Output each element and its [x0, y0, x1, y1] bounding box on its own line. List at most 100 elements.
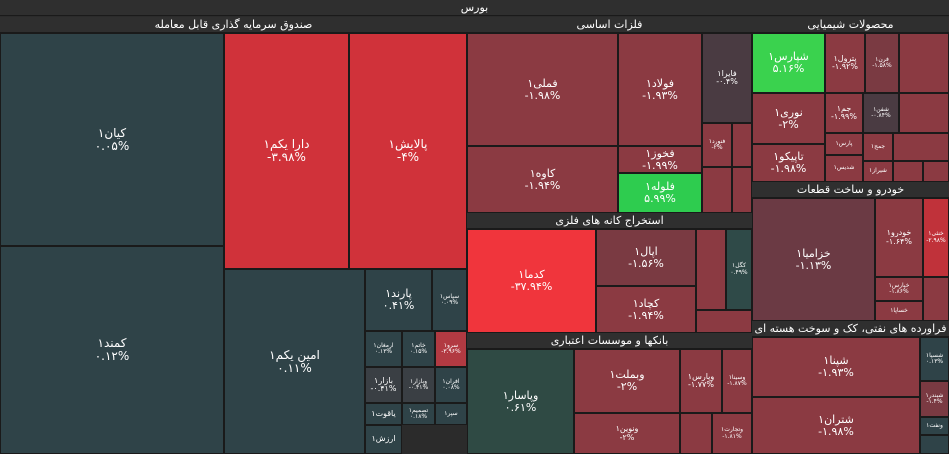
treemap-tile[interactable]: فنورد۱ -۲% [702, 123, 732, 167]
treemap-tile[interactable]: ارزش۱ [365, 425, 402, 454]
tile-symbol: امین یکم۱ [269, 347, 320, 362]
treemap-tile[interactable] [920, 435, 949, 454]
treemap-tile[interactable]: تصمیم۱ ۰.۱۸% [402, 403, 435, 425]
tile-change: ۰.۴۹% [730, 268, 748, 276]
tile-change: -۱.۷۷% [688, 380, 714, 389]
tile-change: ۰.۶۱% [504, 400, 537, 414]
treemap-tile[interactable]: وبملت۱ -۲% [574, 349, 680, 413]
treemap-tile[interactable]: امین یکم۱ ۰.۱۱% [224, 269, 365, 454]
treemap-tile[interactable]: ونفت۱ [920, 417, 949, 435]
treemap-tile[interactable]: فرن۱ -۱.۵۸% [865, 33, 899, 93]
treemap-tile[interactable]: یاقوت۱ [365, 403, 402, 425]
treemap-tile[interactable]: بازار۱ -۰.۴۱% [365, 367, 402, 403]
treemap-tile[interactable] [732, 167, 752, 213]
treemap-tile[interactable]: شدیس۱ [825, 155, 863, 182]
treemap-tile[interactable]: سپاس۱ ۰.۰۹% [432, 269, 467, 331]
treemap-tile[interactable]: خزامیا۱ -۱.۱۳% [752, 198, 875, 321]
treemap-tile[interactable]: جمج۱ [863, 133, 893, 161]
tile-symbol: شپارس۱ [768, 50, 809, 64]
treemap-tile[interactable]: خاتم۱ ۰.۱۵% [402, 331, 435, 367]
treemap-tile[interactable]: افران۱ ۰.۰۸% [435, 367, 467, 403]
tile-symbol: خزامیا۱ [796, 246, 831, 260]
treemap-tile[interactable]: شتران۱ -۱.۹۸% [752, 397, 920, 454]
treemap-tile[interactable]: کاوه۱ -۱.۹۴% [467, 146, 618, 213]
tile-change: -۱.۸۶% [889, 288, 909, 295]
tile-symbol: شفن۱ [873, 105, 889, 113]
tile-change: ۰.۰۹% [440, 299, 459, 306]
treemap-tile[interactable] [923, 161, 949, 182]
treemap-tile[interactable]: خودرو۱ -۱.۶۴% [875, 198, 923, 277]
treemap-tile[interactable]: کگل۱ ۰.۴۹% [726, 229, 752, 310]
treemap-tile[interactable]: شپنا۱ -۱.۹۳% [752, 337, 920, 397]
treemap-tile[interactable]: سپر۱ [435, 403, 467, 425]
treemap-tile[interactable]: وسینا۱ -۱.۸۷% [722, 349, 752, 413]
treemap-tile[interactable]: وبازار۱ -۰.۴۱% [402, 367, 435, 403]
treemap-tile[interactable] [923, 277, 949, 321]
treemap-tile[interactable]: ونوین۱ -۲% [574, 413, 680, 454]
tile-change: -۱.۱۳% [795, 258, 832, 272]
tile-change: -۲% [616, 380, 638, 393]
sector-header: بانکها و موسسات اعتباری [467, 333, 752, 349]
treemap-tile[interactable] [732, 123, 752, 167]
tile-symbol: سرو۱ [443, 341, 459, 349]
tile-symbol: اپال۱ [634, 244, 658, 258]
treemap-tile[interactable] [899, 93, 949, 133]
tile-symbol: پترول۱ [833, 53, 857, 63]
treemap-tile[interactable]: پارند۱ ۰.۴۱% [365, 269, 432, 331]
tile-symbol: کچاد۱ [632, 296, 660, 310]
treemap-tile[interactable]: فخوز۱ -۱.۹۹% [618, 146, 702, 173]
tile-symbol: سپر۱ [444, 409, 458, 417]
tile-change: -۱.۹۴% [524, 178, 561, 192]
treemap-tile[interactable]: کچاد۱ -۱.۹۴% [596, 286, 696, 333]
tile-change: -۱.۶۴% [886, 236, 912, 246]
treemap-tile[interactable] [696, 310, 752, 333]
treemap-tile[interactable]: خساپا۱ [875, 301, 923, 321]
treemap-tile[interactable]: خپارس۱ -۱.۸۶% [875, 277, 923, 301]
treemap-tile[interactable]: اپال۱ -۱.۵۶% [596, 229, 696, 286]
treemap-tile[interactable]: وپارس۱ -۱.۷۷% [680, 349, 722, 413]
treemap-tile[interactable]: ارمغان۱ ۰.۱۳% [365, 331, 402, 367]
treemap-tile[interactable]: فلوله۱ ۵.۹۹% [618, 173, 702, 213]
tile-change: -۰.۴۱% [370, 384, 397, 393]
sector-header: فلزات اساسی [467, 17, 752, 33]
treemap-tile[interactable]: کدما۱ -۳۷.۹۴% [467, 229, 596, 333]
treemap-tile[interactable]: کیان۱ ۰.۰۵% [0, 33, 224, 246]
treemap-tile[interactable]: سرو۱ -۳.۹۶% [435, 331, 467, 367]
treemap-tile[interactable]: دارا یکم۱ -۳.۹۸% [224, 33, 349, 269]
tile-change: -۱.۸۱% [722, 432, 742, 440]
treemap-tile[interactable] [702, 167, 732, 213]
treemap-tile[interactable]: تاپیکو۱ -۱.۹۸% [752, 144, 825, 182]
treemap-tile[interactable]: پارس۱ [825, 133, 863, 155]
tile-symbol: فایرا۱ [717, 68, 737, 78]
treemap-tile[interactable]: پالایش۱ -۴% [349, 33, 467, 269]
treemap-tile[interactable]: شفن۱ -۰.۸۴% [863, 93, 899, 133]
treemap-tile[interactable]: شپارس۱ ۵.۱۶% [752, 33, 825, 93]
tile-change: ۰.۱۸% [409, 413, 428, 420]
treemap-tile[interactable] [893, 133, 949, 161]
treemap-tile[interactable]: کمند۱ ۰.۱۲% [0, 246, 224, 454]
tile-change: -۱.۹۲% [832, 62, 858, 71]
treemap-tile[interactable]: پترول۱ -۱.۹۲% [825, 33, 865, 93]
treemap-tile[interactable]: خنثی۱ -۲.۹۸% [923, 198, 949, 277]
treemap-tile[interactable]: فایرا۱ -۰.۴% [702, 33, 752, 123]
tile-symbol: وتجارت۱ [720, 426, 744, 434]
treemap-tile[interactable]: جم۱ -۱.۹۹% [825, 93, 863, 133]
treemap-tile[interactable]: شسپا۱ ۰.۱۳% [920, 337, 949, 381]
tile-change: -۱.۹۳% [818, 366, 854, 379]
treemap-tile[interactable] [899, 33, 949, 93]
treemap-tile[interactable]: وپاسار۱ ۰.۶۱% [467, 349, 574, 454]
treemap-tile[interactable] [696, 229, 726, 310]
treemap-tile[interactable] [680, 413, 712, 454]
tile-symbol: خپارس۱ [888, 281, 910, 289]
treemap-tile[interactable]: شبندر۱ -۱.۴% [920, 381, 949, 417]
tile-change: -۴% [396, 150, 420, 164]
treemap-tile[interactable]: فملی۱ -۱.۹۸% [467, 33, 618, 146]
treemap-tile[interactable] [893, 161, 923, 182]
treemap-tile[interactable]: فولاد۱ -۱.۹۳% [618, 33, 702, 146]
treemap-tile[interactable]: شیراز۱ [863, 161, 893, 182]
treemap-tile[interactable]: وتجارت۱ -۱.۸۱% [712, 413, 752, 454]
tile-symbol: دارا یکم۱ [263, 137, 310, 152]
tile-symbol: وپاسار۱ [502, 388, 539, 402]
tile-change: -۲% [619, 432, 635, 442]
treemap-tile[interactable]: نوری۱ -۲% [752, 93, 825, 144]
